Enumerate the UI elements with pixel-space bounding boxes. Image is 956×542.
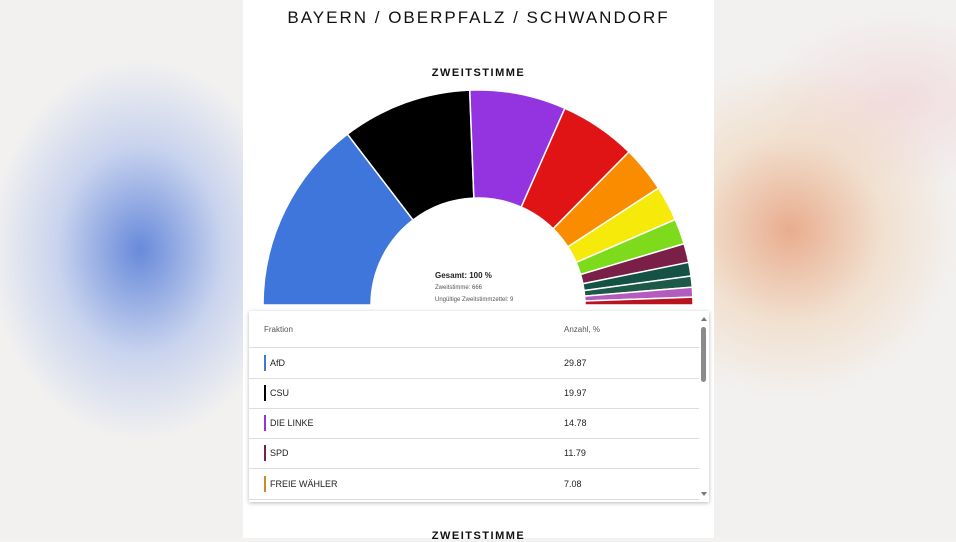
- page-title: BAYERN / OBERPFALZ / SCHWANDORF: [287, 8, 670, 27]
- party-name: DIE LINKE: [270, 418, 314, 428]
- party-value: 14.78: [564, 418, 587, 428]
- table-row[interactable]: AfD 29.87: [249, 348, 699, 379]
- party-name: CSU: [270, 388, 290, 398]
- results-table: Fraktion Anzahl, % AfD 29.87 CSU 19.97 D…: [249, 311, 709, 502]
- table-row[interactable]: CSU 19.97: [249, 378, 699, 409]
- half-donut-chart: [243, 89, 714, 320]
- party-name: FREIE WÄHLER: [270, 479, 338, 489]
- scroll-down-arrow-icon[interactable]: [701, 492, 707, 496]
- table-row[interactable]: DIE LINKE 14.78: [249, 408, 699, 439]
- next-chart-title: ZWEITSTIMME: [431, 530, 526, 542]
- header-value: Anzahl, %: [564, 325, 601, 334]
- chart-title: ZWEITSTIMME: [431, 67, 526, 79]
- center-invalid-label: Ungültige Zweitstimmzettel: 9: [435, 297, 514, 303]
- table-row[interactable]: SPD 11.79: [249, 438, 699, 469]
- chart-slices: [243, 89, 714, 320]
- scroll-up-arrow-icon[interactable]: [701, 317, 707, 321]
- party-color-swatch: [264, 385, 266, 401]
- party-name: AfD: [270, 358, 286, 368]
- scrollbar-thumb[interactable]: [701, 327, 706, 382]
- party-value: 29.87: [564, 358, 587, 368]
- center-total-label: Gesamt: 100 %: [435, 271, 492, 280]
- center-votes-label: Zweitstimme: 666: [435, 285, 483, 291]
- table-header: Fraktion Anzahl, %: [249, 311, 699, 348]
- party-value: 7.08: [564, 479, 582, 489]
- party-name: SPD: [270, 448, 289, 458]
- chart-slice-1[interactable]: [262, 133, 415, 306]
- header-party: Fraktion: [264, 325, 293, 334]
- table-scrollbar[interactable]: [699, 311, 709, 502]
- party-value: 19.97: [564, 388, 587, 398]
- party-color-swatch: [264, 415, 266, 431]
- party-color-swatch: [264, 355, 266, 371]
- party-value: 11.79: [564, 448, 586, 458]
- party-color-swatch: [264, 476, 266, 492]
- party-color-swatch: [264, 445, 266, 461]
- table-row[interactable]: FREIE WÄHLER 7.08: [249, 469, 699, 500]
